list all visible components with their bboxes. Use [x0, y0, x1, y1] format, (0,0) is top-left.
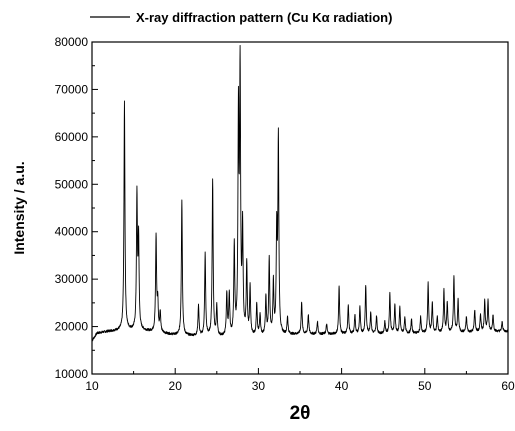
- x-tick-label: 50: [418, 379, 432, 393]
- y-tick-label: 40000: [55, 225, 89, 239]
- x-axis: 10 20 30 40 50 60: [85, 368, 515, 393]
- y-axis: 10000 20000 30000 40000 50000 60000 70000 80000: [55, 35, 98, 381]
- x-axis-title: 2θ: [290, 403, 311, 424]
- y-tick-label: 70000: [55, 82, 89, 96]
- y-tick-label: 80000: [55, 35, 89, 49]
- legend-label: X-ray diffraction pattern (Cu Kα radiati…: [136, 10, 392, 25]
- x-tick-label: 40: [335, 379, 349, 393]
- series-line-xrd: [91, 44, 509, 342]
- y-tick-label: 30000: [55, 272, 89, 286]
- y-tick-label: 60000: [55, 130, 89, 144]
- x-tick-label: 20: [169, 379, 183, 393]
- y-axis-title: Intensity / a.u.: [11, 161, 27, 254]
- y-tick-label: 10000: [55, 367, 89, 381]
- x-tick-label: 10: [85, 379, 99, 393]
- x-tick-label: 60: [501, 379, 515, 393]
- x-tick-label: 30: [252, 379, 266, 393]
- y-tick-label: 20000: [55, 320, 89, 334]
- legend: X-ray diffraction pattern (Cu Kα radiati…: [90, 10, 392, 25]
- plot-area: [91, 41, 509, 375]
- y-tick-label: 50000: [55, 177, 89, 191]
